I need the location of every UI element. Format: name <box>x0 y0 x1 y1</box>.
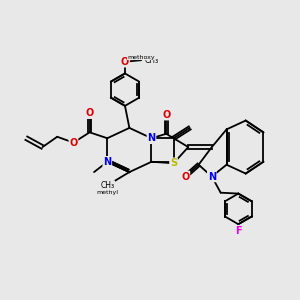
Text: methyl: methyl <box>96 190 118 195</box>
Text: F: F <box>235 226 242 236</box>
Text: N: N <box>147 133 155 143</box>
Text: O: O <box>181 172 190 182</box>
Text: S: S <box>170 158 177 168</box>
Text: CH₃: CH₃ <box>145 56 159 65</box>
Text: O: O <box>85 108 94 118</box>
Text: O: O <box>162 110 170 120</box>
Text: methoxy: methoxy <box>128 55 155 60</box>
Text: O: O <box>121 57 129 67</box>
Text: CH₃: CH₃ <box>100 181 114 190</box>
Text: N: N <box>103 157 111 167</box>
Text: O: O <box>69 138 78 148</box>
Text: N: N <box>208 172 216 182</box>
